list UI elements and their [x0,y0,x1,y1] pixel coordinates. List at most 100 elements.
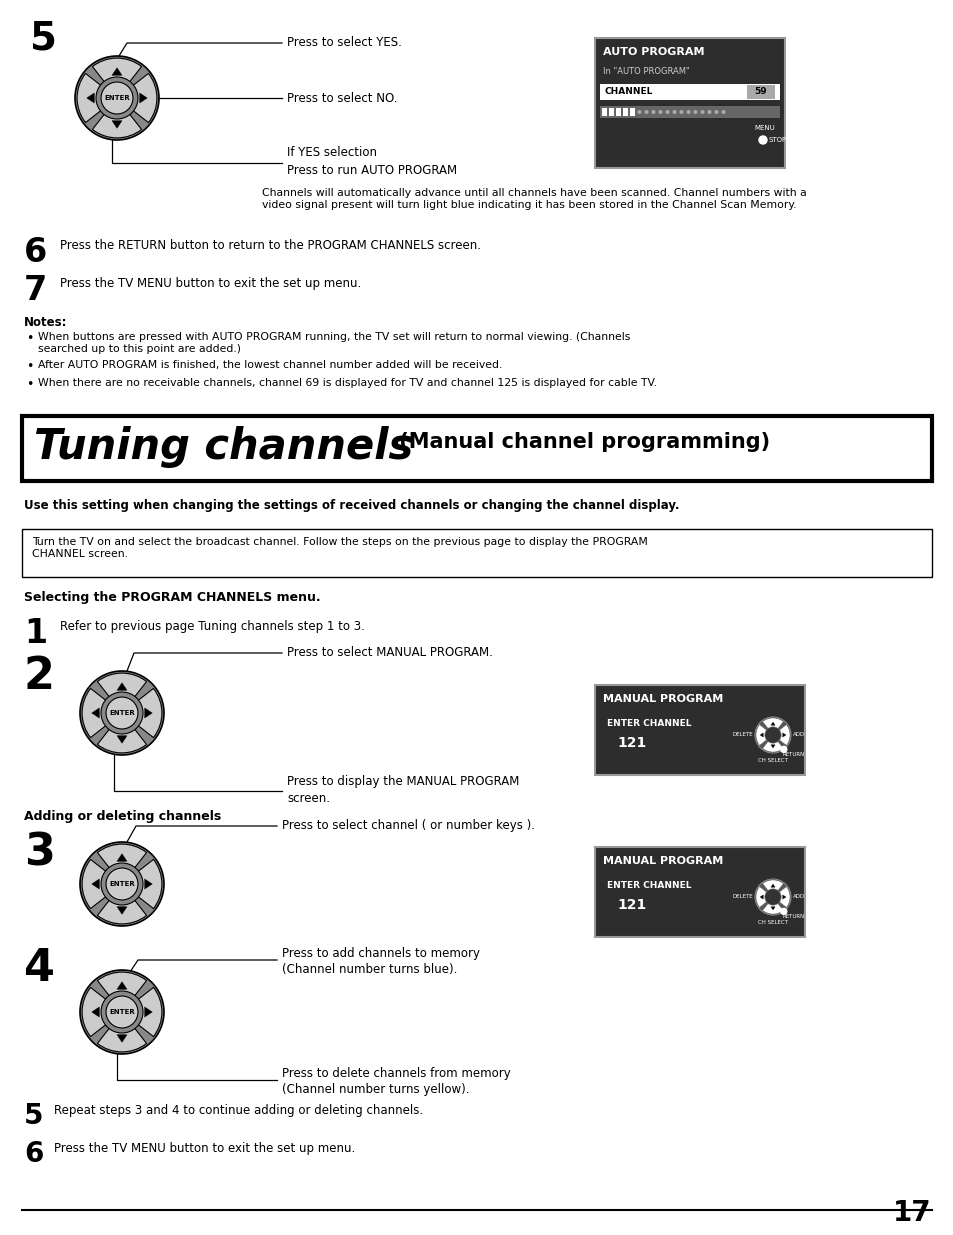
Circle shape [759,136,766,144]
Text: Turn the TV on and select the broadcast channel. Follow the steps on the previou: Turn the TV on and select the broadcast … [32,537,647,558]
Text: CHANNEL: CHANNEL [604,88,653,96]
Text: Repeat steps 3 and 4 to continue adding or deleting channels.: Repeat steps 3 and 4 to continue adding … [54,1104,423,1116]
Text: 6: 6 [24,236,48,269]
Polygon shape [770,722,775,725]
Text: If YES selection: If YES selection [287,147,376,159]
Text: 2: 2 [24,655,55,698]
Text: 1: 1 [24,618,47,650]
Wedge shape [761,879,782,897]
FancyBboxPatch shape [629,107,635,116]
Text: 7: 7 [24,274,48,308]
Circle shape [686,110,690,114]
Wedge shape [122,860,162,909]
Wedge shape [117,73,156,122]
Text: MENU: MENU [754,125,774,131]
Wedge shape [755,887,772,908]
Text: ENTER CHANNEL: ENTER CHANNEL [606,719,691,727]
Text: 3: 3 [24,832,55,876]
Text: CH SELECT: CH SELECT [758,920,787,925]
Text: •: • [26,332,33,345]
Wedge shape [755,725,772,746]
Circle shape [644,110,648,114]
Text: 6: 6 [24,1140,43,1168]
Circle shape [700,110,703,114]
Text: DELETE: DELETE [732,732,752,737]
Circle shape [651,110,655,114]
Circle shape [80,842,164,926]
Polygon shape [117,683,127,690]
Text: screen.: screen. [287,792,330,804]
Polygon shape [91,708,99,718]
Circle shape [720,110,724,114]
Text: AUTO PROGRAM: AUTO PROGRAM [602,47,703,57]
Wedge shape [97,1011,147,1052]
Circle shape [101,82,132,114]
Circle shape [106,868,138,900]
Text: Press the TV MENU button to exit the set up menu.: Press the TV MENU button to exit the set… [60,277,361,290]
Circle shape [764,727,781,743]
Text: MANUAL PROGRAM: MANUAL PROGRAM [602,694,722,704]
Circle shape [101,990,143,1032]
Circle shape [96,77,138,119]
Polygon shape [117,906,127,914]
Text: 5: 5 [30,20,57,58]
Text: When buttons are pressed with AUTO PROGRAM running, the TV set will return to no: When buttons are pressed with AUTO PROGR… [38,332,630,353]
Circle shape [693,110,697,114]
Text: RETURN: RETURN [782,752,804,757]
Circle shape [754,718,790,753]
Text: ENTER CHANNEL: ENTER CHANNEL [606,881,691,889]
Text: ENTER: ENTER [104,95,130,101]
Text: Press to run AUTO PROGRAM: Press to run AUTO PROGRAM [287,163,456,177]
Circle shape [665,110,669,114]
Wedge shape [97,844,147,884]
Text: (Channel number turns blue).: (Channel number turns blue). [282,963,456,977]
Wedge shape [97,972,147,1011]
Wedge shape [92,58,141,98]
Wedge shape [82,860,122,909]
Text: Use this setting when changing the settings of received channels or changing the: Use this setting when changing the setti… [24,499,679,513]
Text: Press the TV MENU button to exit the set up menu.: Press the TV MENU button to exit the set… [54,1142,355,1155]
Circle shape [780,746,786,752]
Text: 4: 4 [24,947,55,990]
Text: Refer to previous page Tuning channels step 1 to 3.: Refer to previous page Tuning channels s… [60,620,364,634]
Text: Tuning channels: Tuning channels [34,426,413,468]
Circle shape [106,997,138,1028]
Circle shape [707,110,711,114]
Polygon shape [91,879,99,889]
Circle shape [679,110,682,114]
Text: STOP: STOP [768,137,786,143]
Polygon shape [760,895,762,899]
Text: •: • [26,378,33,391]
FancyBboxPatch shape [622,107,627,116]
Text: ADD: ADD [792,894,804,899]
Circle shape [101,863,143,905]
FancyBboxPatch shape [22,416,931,480]
Polygon shape [781,732,785,737]
FancyBboxPatch shape [599,106,780,119]
Text: Press to select NO.: Press to select NO. [287,91,397,105]
Polygon shape [87,93,94,103]
Wedge shape [122,688,162,737]
Wedge shape [122,988,162,1036]
Circle shape [80,671,164,755]
Circle shape [672,110,676,114]
Polygon shape [770,906,775,910]
Circle shape [754,879,790,915]
Text: (Channel number turns yellow).: (Channel number turns yellow). [282,1083,469,1097]
Text: 17: 17 [892,1199,931,1228]
Wedge shape [772,887,789,908]
Text: Adding or deleting channels: Adding or deleting channels [24,810,221,823]
Circle shape [75,56,159,140]
FancyBboxPatch shape [608,107,614,116]
Wedge shape [77,73,117,122]
Circle shape [637,110,640,114]
Text: Channels will automatically advance until all channels have been scanned. Channe: Channels will automatically advance unti… [262,188,806,210]
FancyBboxPatch shape [616,107,620,116]
Text: Press to select MANUAL PROGRAM.: Press to select MANUAL PROGRAM. [287,646,493,659]
FancyBboxPatch shape [595,685,804,776]
FancyBboxPatch shape [22,529,931,577]
Polygon shape [770,745,775,748]
Circle shape [101,692,143,734]
Text: ADD: ADD [792,732,804,737]
FancyBboxPatch shape [599,84,780,100]
